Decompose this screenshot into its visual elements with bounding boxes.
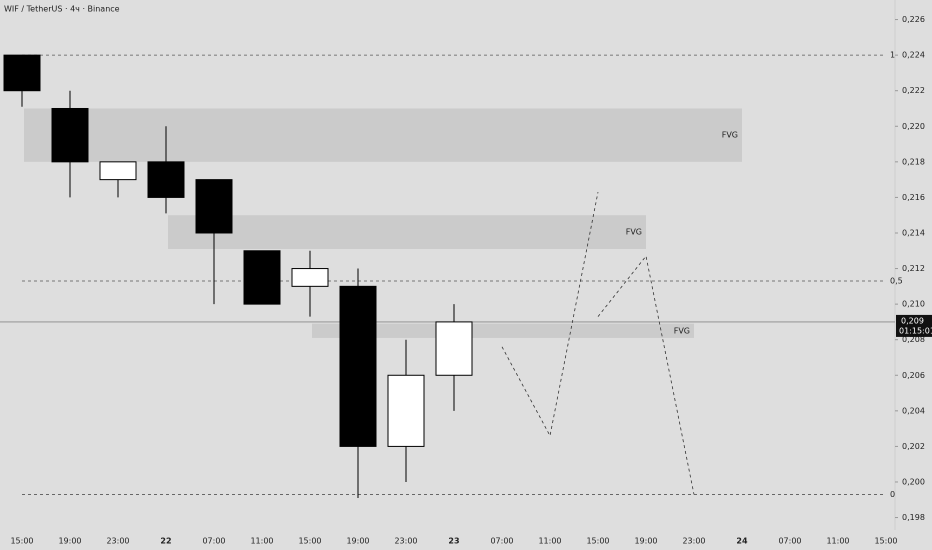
y-tick-label: 0,224 xyxy=(902,51,925,60)
x-tick-label: 19:00 xyxy=(634,537,657,546)
chart-title: WIF / TetherUS · 4ч · Binance xyxy=(4,5,120,14)
fib-label: 0,5 xyxy=(890,277,903,286)
fvg-zone xyxy=(168,215,646,249)
y-tick-label: 0,204 xyxy=(902,406,925,415)
candle-body xyxy=(387,374,425,447)
y-tick-label: 0,226 xyxy=(902,15,925,24)
x-tick-label: 23:00 xyxy=(682,537,705,546)
current-price-label: 0,209 xyxy=(901,316,924,325)
candle-body xyxy=(195,179,233,234)
x-tick-label: 15:00 xyxy=(10,537,33,546)
projection-path xyxy=(597,255,695,495)
x-tick-label: 19:00 xyxy=(58,537,81,546)
candle-body xyxy=(147,161,185,198)
fvg-zone xyxy=(312,323,694,338)
x-tick-label: 11:00 xyxy=(826,537,849,546)
x-tick-label: 15:00 xyxy=(586,537,609,546)
y-tick-label: 0,212 xyxy=(902,264,925,273)
fib-label: 0 xyxy=(890,490,895,499)
fvg-label: FVG xyxy=(626,228,642,237)
y-tick-label: 0,198 xyxy=(902,513,925,522)
current-price-tag xyxy=(896,314,932,337)
y-tick-label: 0,206 xyxy=(902,371,925,380)
x-tick-label: 15:00 xyxy=(874,537,897,546)
y-tick-label: 0,218 xyxy=(902,157,925,166)
candle-body xyxy=(291,268,329,287)
candle-body xyxy=(339,285,377,447)
candle-body xyxy=(435,321,473,376)
x-tick-label: 07:00 xyxy=(202,537,225,546)
y-tick-label: 0,202 xyxy=(902,442,925,451)
x-tick-label: 23:00 xyxy=(106,537,129,546)
x-tick-label: 22 xyxy=(160,537,171,546)
x-tick-label: 19:00 xyxy=(346,537,369,546)
x-tick-label: 07:00 xyxy=(490,537,513,546)
plot: FVG FVG FVG 1 0,5 0 0,226 0,224 0,222 0,220 0,218 0… xyxy=(0,15,932,546)
y-tick-label: 0,216 xyxy=(902,193,925,202)
y-tick-label: 0,214 xyxy=(902,228,925,237)
candle-body xyxy=(3,54,41,92)
y-tick-label: 0,222 xyxy=(902,86,925,95)
x-tick-label: 11:00 xyxy=(538,537,561,546)
fvg-zone xyxy=(24,108,742,162)
fvg-label: FVG xyxy=(722,131,738,140)
x-tick-label: 11:00 xyxy=(250,537,273,546)
x-tick-label: 23:00 xyxy=(394,537,417,546)
fvg-label: FVG xyxy=(674,326,690,335)
fib-label: 1 xyxy=(890,51,895,60)
x-tick-label: 15:00 xyxy=(298,537,321,546)
candle-body xyxy=(51,107,89,163)
x-tick-label: 07:00 xyxy=(778,537,801,546)
y-tick-label: 0,200 xyxy=(902,477,925,486)
candle-body xyxy=(99,161,137,181)
x-tick-label: 23 xyxy=(448,537,459,546)
x-tick-label: 24 xyxy=(736,537,748,546)
projection-path xyxy=(501,192,599,437)
y-tick-label: 0,208 xyxy=(902,335,925,344)
candle-body xyxy=(243,250,281,305)
countdown-label: 01:15:01 xyxy=(899,326,932,335)
y-tick-label: 0,220 xyxy=(902,122,925,131)
y-tick-label: 0,210 xyxy=(902,300,925,309)
